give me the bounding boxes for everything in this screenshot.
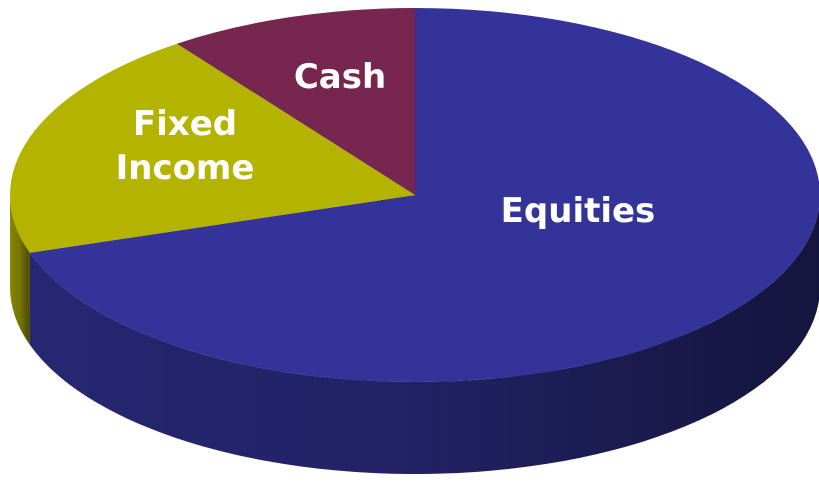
labels: Equities Fixed Income Cash xyxy=(116,57,656,231)
slice-label: Fixed Income xyxy=(116,104,255,188)
tops xyxy=(9,8,819,382)
slice xyxy=(9,43,416,253)
slice-label: Cash xyxy=(294,57,386,97)
slice-label: Equities xyxy=(501,191,656,231)
slice-side-shade xyxy=(10,195,30,345)
slice xyxy=(176,8,415,195)
slice xyxy=(29,8,819,382)
slice-side-shade xyxy=(29,207,819,474)
sides xyxy=(10,195,819,474)
